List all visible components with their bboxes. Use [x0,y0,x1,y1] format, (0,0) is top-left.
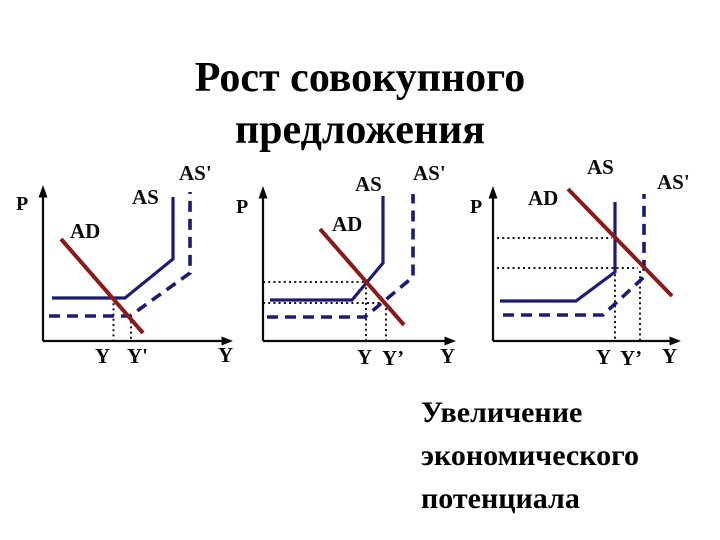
ad-curve-line [318,227,406,327]
ad-curve-line [59,237,145,335]
y-new-label: Y’ [620,346,643,370]
output-axis-label: Y [440,344,456,368]
as-shifted-label: AS' [413,161,446,185]
as-curve-label: AS [132,185,159,209]
as-curve-label: AS [355,172,382,196]
output-axis-arrow [221,336,233,346]
price-axis-label: P [16,193,29,215]
ad-curve-label: AD [528,186,559,210]
diagram-classical [488,186,681,346]
price-axis-arrow [38,185,48,198]
price-axis-label: P [470,196,483,218]
diagram-intermediate [258,186,456,346]
price-axis-label: P [236,196,249,218]
output-axis-label: Y [218,343,234,367]
price-axis-arrow [488,186,498,199]
y-new-label: Y’ [382,346,405,370]
diagram-keynesian [38,185,233,346]
price-axis-arrow [258,186,268,199]
as-shifted-curve-line [503,194,646,317]
slide-title: Рост совокупного предложения [194,55,526,154]
as-curve-line [52,197,175,300]
slide-caption: Увеличение экономического потенциала [421,396,639,515]
output-axis-label: Y [662,344,678,368]
ad-curve-label: AD [332,212,363,236]
as-shifted-curve-line [49,192,192,318]
as-shifted-label: AS' [657,170,690,194]
as-shifted-curve-line [267,194,415,319]
output-axis-arrow [669,336,681,346]
y-initial-label: Y [95,344,111,368]
y-initial-label: Y [596,345,612,369]
as-curve-label: AS [587,155,614,179]
ad-curve-line [566,187,674,298]
y-new-label: Y' [127,344,148,368]
ad-curve-label: AD [70,219,101,243]
y-initial-label: Y [357,345,373,369]
as-shifted-label: AS' [179,161,212,185]
output-axis-arrow [444,336,456,346]
